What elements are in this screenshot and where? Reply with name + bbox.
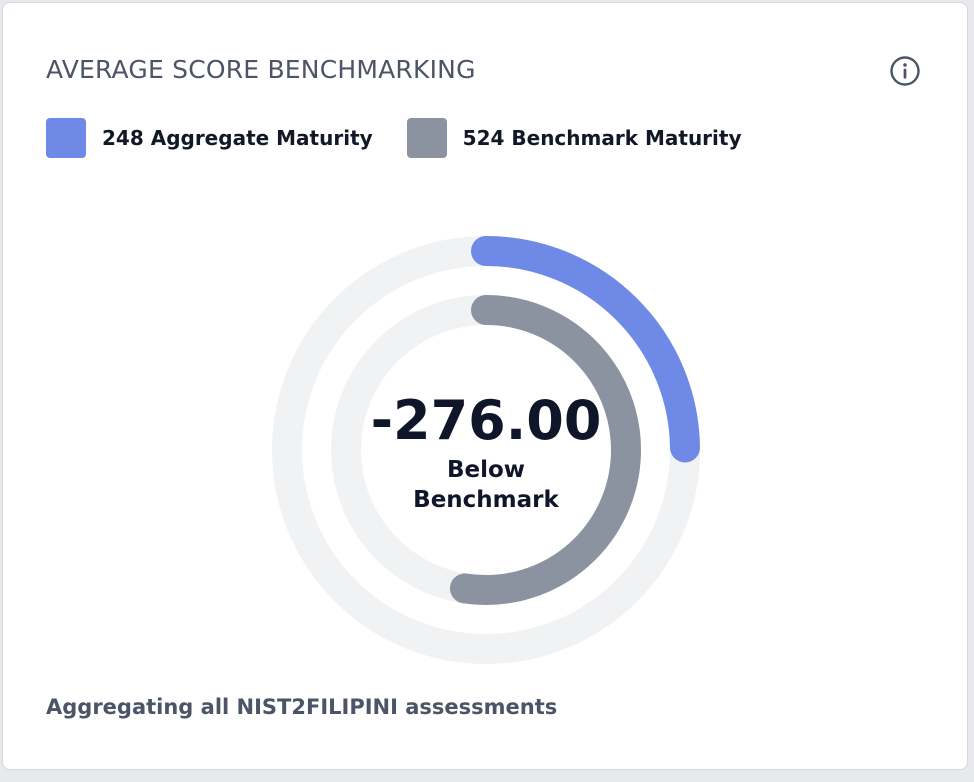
card-title: AVERAGE SCORE BENCHMARKING xyxy=(46,55,476,84)
legend-item-aggregate: 248 Aggregate Maturity xyxy=(46,118,373,158)
legend-item-benchmark: 524 Benchmark Maturity xyxy=(406,118,742,158)
info-icon[interactable] xyxy=(889,55,921,87)
ring-arc-benchmark-maturity[interactable] xyxy=(449,295,641,605)
benchmark-card: AVERAGE SCORE BENCHMARKING 248 Aggregate… xyxy=(2,2,968,770)
legend-swatch-benchmark xyxy=(406,118,447,158)
legend-swatch-aggregate xyxy=(46,118,86,158)
legend-label-benchmark: 524 Benchmark Maturity xyxy=(462,126,742,150)
radial-chart-svg xyxy=(272,236,700,664)
legend-label-aggregate: 248 Aggregate Maturity xyxy=(102,126,373,150)
ring-arc-aggregate-maturity[interactable] xyxy=(471,236,700,463)
chart-legend: 248 Aggregate Maturity 524 Benchmark Mat… xyxy=(46,117,776,159)
footer-note: Aggregating all NIST2FILIPINI assessment… xyxy=(46,695,558,719)
radial-chart: -276.00 Below Benchmark xyxy=(269,233,703,667)
